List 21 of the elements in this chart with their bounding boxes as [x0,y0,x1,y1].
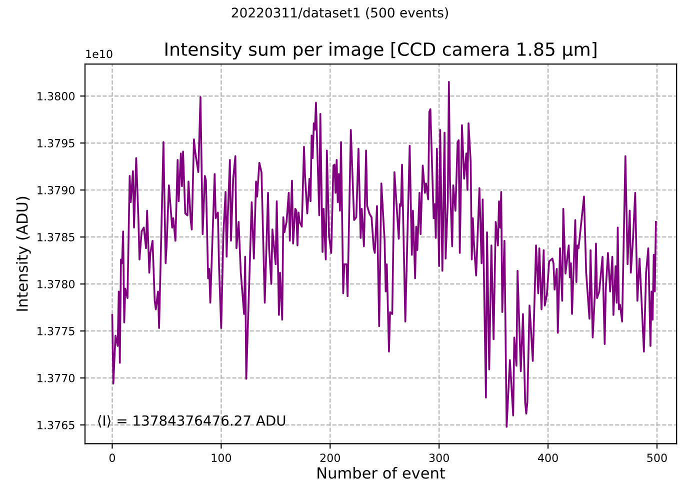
y-tick-label: 1.3785 [38,232,74,242]
line-series [111,81,657,428]
x-axis-title: Number of event [318,466,446,479]
x-tick-label: 400 [538,454,558,462]
y-axis-title: Intensity (ADU) [16,196,31,311]
chart-subtitle: Intensity sum per image [CCD camera 1.85 μm] [166,42,596,60]
x-tick-label: 300 [429,454,449,462]
y-tick-label: 1.3770 [38,374,75,382]
x-tick-label: 200 [320,454,340,462]
y-tick-label: 1.3790 [38,186,75,194]
y-tick-label: 1.3780 [38,280,75,288]
y-tick-label: 1.3775 [38,326,74,336]
y-tick-label: 1.3765 [38,420,74,430]
text: 1e10 [86,50,112,58]
y-tick-label: 1.3800 [38,92,75,100]
x-tick-label: 100 [212,454,232,462]
chart-title: 20220311/dataset1 (500 events) [232,7,448,20]
x-tick-label: 0 [109,454,116,462]
annotation: ⟨I⟩ = 13784376476.27 ADU [98,415,286,428]
y-tick-label: 1.3795 [38,138,74,148]
x-tick-label: 500 [647,454,667,462]
